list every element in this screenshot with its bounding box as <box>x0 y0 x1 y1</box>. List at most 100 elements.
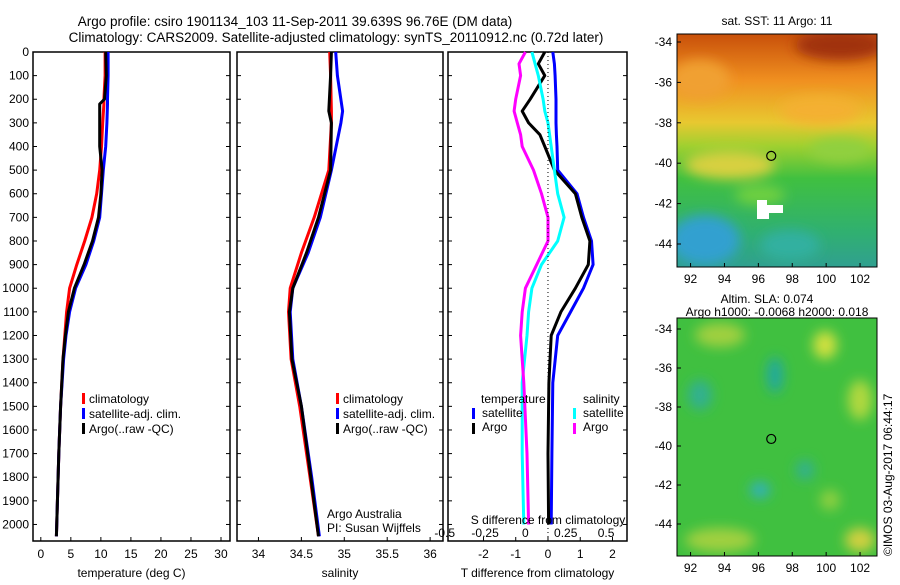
y-tick-label: 2000 <box>2 517 29 531</box>
legend-swatch-argo <box>336 423 339 434</box>
y-tick-label: 1100 <box>3 305 29 319</box>
series-line-temperature-argo <box>520 51 592 525</box>
s-tick-label: 0.5 <box>598 526 615 540</box>
y-tick-label: 1800 <box>2 470 29 484</box>
legend-climatology: climatology <box>89 392 149 406</box>
y-tick-label: 1600 <box>2 423 29 437</box>
s-tick-label: -0.5 <box>434 526 455 540</box>
title-line-1: Argo profile: csiro 1901134_103 11-Sep-2… <box>78 14 513 29</box>
plot-frame <box>447 51 628 542</box>
y-tick-label: 0 <box>22 45 29 59</box>
map-x-tick-label: 98 <box>786 272 800 286</box>
map-x-tick-label: 96 <box>752 272 766 286</box>
map-y-tick-label: -44 <box>655 237 673 251</box>
map-x-tick-label: 96 <box>752 561 766 575</box>
map-x-tick-label: 102 <box>850 272 870 286</box>
sst-map-image <box>677 34 877 267</box>
map-x-tick-label: 92 <box>684 561 698 575</box>
x-tick-label: 35.5 <box>376 547 400 561</box>
argo-height-readout: Argo h1000: -0.0068 h2000: 0.018 <box>686 305 869 319</box>
series-line-salinity-satellite <box>520 51 566 525</box>
s-tick-label: 0.25 <box>554 526 578 540</box>
y-tick-label: 1300 <box>2 352 29 366</box>
map-x-tick-label: 100 <box>816 272 836 286</box>
legend-satellite: satellite-adj. clim. <box>343 407 435 421</box>
temperature-legend: climatology satellite-adj. clim. Argo(..… <box>82 392 181 436</box>
y-tick-label: 1900 <box>2 494 29 508</box>
map-x-tick-label: 94 <box>718 561 732 575</box>
y-tick-label: 500 <box>9 163 29 177</box>
salinity-legend: climatology satellite-adj. clim. Argo(..… <box>327 392 435 535</box>
map-axes: 92 94 96 98 100 102 -34 -36 -38 -40 -42 -44 92 94 96 98… <box>655 33 878 575</box>
s-tick-label: 0 <box>522 526 529 540</box>
difference-legend: temperature satellite Argo salinity sate… <box>472 392 624 434</box>
x-axis-label: T difference from climatology <box>461 566 615 580</box>
s-axis-label: S difference from climatology <box>471 513 626 527</box>
y-tick-label: 700 <box>9 210 29 224</box>
legend-argo: Argo(..raw -QC) <box>89 422 174 436</box>
y-tick-label: 900 <box>9 258 29 272</box>
imos-timestamp: ©IMOS 03-Aug-2017 06:44:17 <box>881 393 895 556</box>
x-tick-label: 35 <box>338 547 352 561</box>
map-x-tick-label: 102 <box>850 561 870 575</box>
legend-climatology: climatology <box>343 392 403 406</box>
y-tick-label: 1000 <box>2 281 29 295</box>
y-tick-label: 1200 <box>2 328 29 342</box>
sla-map-title: Altim. SLA: 0.074 <box>721 292 814 306</box>
legend-swatch-climatology <box>336 393 339 404</box>
legend-swatch-s-argo <box>573 423 576 434</box>
y-tick-label: 1400 <box>2 376 29 390</box>
x-tick-label: 1 <box>577 547 584 561</box>
y-tick-label: 600 <box>9 187 29 201</box>
legend-swatch-satellite <box>82 408 85 419</box>
credit-line-1: Argo Australia <box>327 507 402 521</box>
series-line-argo-raw-qc- <box>287 51 333 537</box>
x-tick-label: 20 <box>154 547 168 561</box>
legend-swatch-t-satellite <box>472 408 475 419</box>
series-line-climatology <box>287 51 333 537</box>
x-tick-label: 34.5 <box>290 547 314 561</box>
argo-position-marker <box>766 433 777 445</box>
map-frame <box>676 317 878 557</box>
y-tick-label: 300 <box>9 116 29 130</box>
series-line-temperature-satellite <box>549 51 595 525</box>
x-tick-label: 34 <box>252 547 266 561</box>
map-x-tick-label: 100 <box>816 561 836 575</box>
salinity-panel: 34 34.5 35 35.5 36 salinity <box>236 51 444 580</box>
legend-temperature-heading: temperature <box>481 392 546 406</box>
sla-map-image <box>677 318 877 556</box>
y-tick-label: 200 <box>9 92 29 106</box>
credit-line-2: PI: Susan Wijffels <box>327 521 421 535</box>
x-axis-label: temperature (deg C) <box>77 566 185 580</box>
x-axis-label: salinity <box>322 566 359 580</box>
map-y-tick-label: -34 <box>655 35 673 49</box>
x-tick-label: 30 <box>214 547 228 561</box>
y-tick-label: 800 <box>9 234 29 248</box>
x-tick-label: 0 <box>545 547 552 561</box>
map-x-tick-label: 92 <box>684 272 698 286</box>
title-line-2: Climatology: CARS2009. Satellite-adjuste… <box>69 30 604 45</box>
series-line-salinity-argo <box>512 51 550 525</box>
map-x-tick-label: 98 <box>786 561 800 575</box>
y-tick-label: 1500 <box>2 399 29 413</box>
legend-s-satellite: satellite <box>583 406 624 420</box>
legend-t-satellite: satellite <box>482 406 523 420</box>
legend-swatch-argo <box>82 423 85 434</box>
sst-map-title: sat. SST: 11 Argo: 11 <box>722 14 833 28</box>
map-y-tick-label: -44 <box>655 517 673 531</box>
x-tick-label: -1 <box>510 547 521 561</box>
legend-swatch-s-satellite <box>573 408 576 419</box>
x-tick-label: 2 <box>609 547 616 561</box>
x-tick-label: 0 <box>37 547 44 561</box>
series-line-climatology <box>54 52 107 537</box>
y-tick-label: 1700 <box>2 447 29 461</box>
s-tick-label: -0.25 <box>471 526 499 540</box>
legend-swatch-satellite <box>336 408 339 419</box>
map-y-tick-label: -38 <box>655 400 673 414</box>
map-y-tick-label: -36 <box>655 75 673 89</box>
map-y-tick-label: -40 <box>655 439 673 453</box>
map-y-tick-label: -36 <box>655 361 673 375</box>
map-frame <box>676 33 878 268</box>
x-tick-label: 25 <box>184 547 198 561</box>
